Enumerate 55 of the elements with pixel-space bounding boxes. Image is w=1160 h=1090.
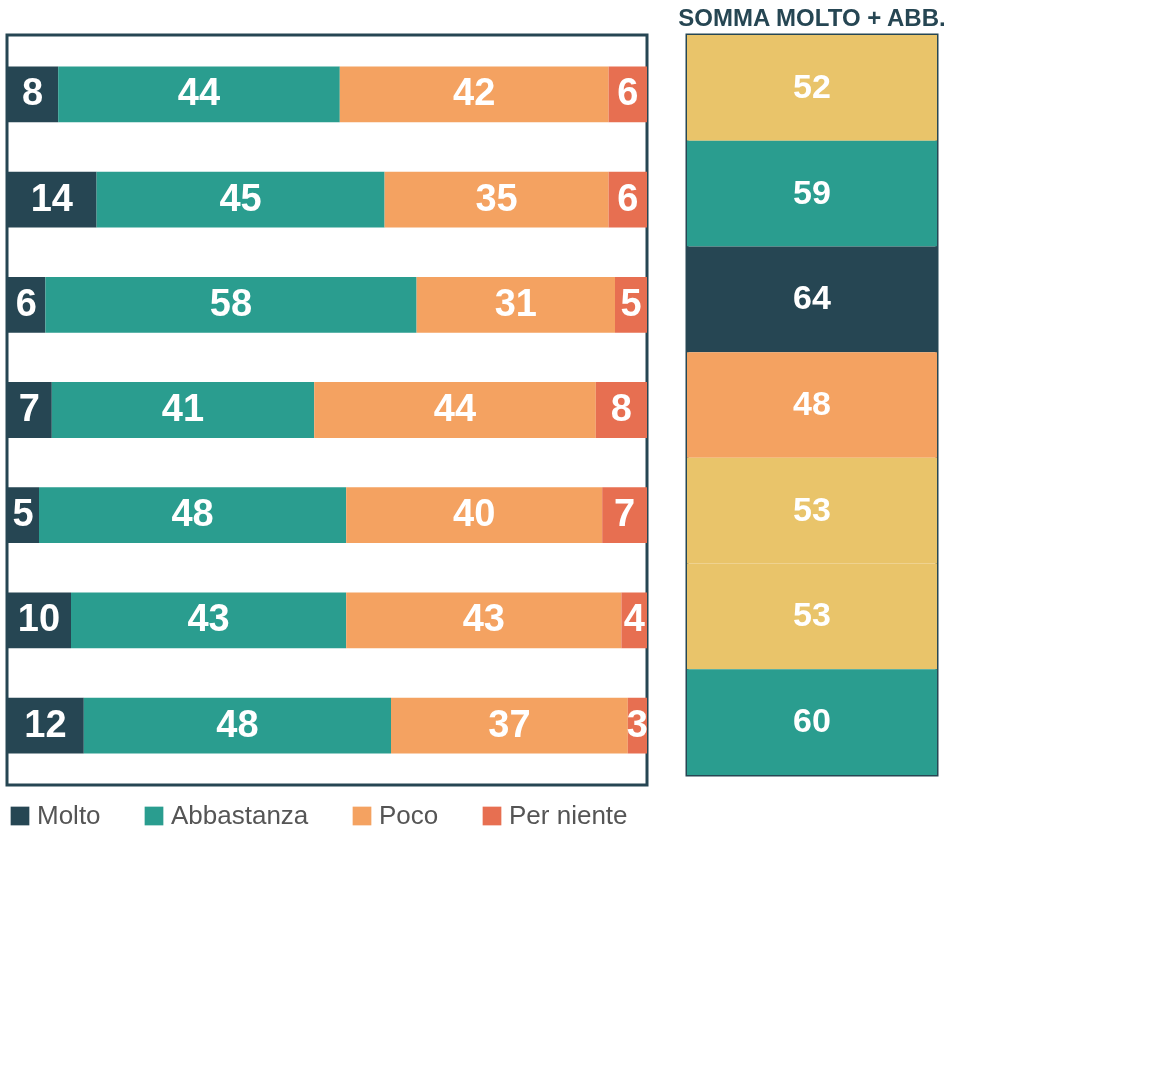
data-label: 5: [620, 281, 642, 324]
legend-label: Per niente: [509, 800, 628, 830]
data-label: 31: [494, 281, 537, 324]
data-label: 58: [209, 281, 253, 324]
text: SOMMA MOLTO + ABB.: [678, 4, 946, 31]
bar: [51, 382, 315, 438]
bar: [346, 487, 603, 544]
data-label: 40: [453, 492, 496, 535]
data-label: 12: [24, 702, 67, 745]
bar: [83, 697, 391, 754]
data-label: 37: [488, 702, 531, 745]
bar: [58, 66, 340, 123]
bar: [96, 171, 385, 228]
data-label: 42: [453, 71, 496, 114]
data-label: 41: [161, 387, 205, 429]
data-label: 8: [22, 71, 44, 114]
bar: [416, 276, 615, 333]
data-label: 45: [219, 176, 262, 219]
bar: [314, 382, 596, 438]
data-label: 48: [216, 702, 259, 745]
bar: [45, 276, 417, 333]
bar: [39, 487, 347, 544]
text: 48: [793, 384, 831, 422]
bar: [602, 487, 647, 544]
legend-label: Molto: [37, 800, 101, 830]
data-label: 4: [623, 597, 645, 640]
data-label: 48: [171, 492, 214, 535]
bar: [346, 592, 622, 649]
data-label: 43: [462, 597, 505, 640]
data-label: 10: [17, 597, 61, 640]
data-label: 44: [177, 71, 221, 114]
data-label: 5: [12, 492, 34, 535]
legend-label: Abbastanza: [171, 800, 309, 830]
text: 53: [793, 489, 831, 528]
bar: [391, 697, 628, 754]
data-label: 7: [18, 387, 40, 429]
text: 53: [793, 595, 831, 634]
data-label: 7: [614, 492, 636, 535]
data-label: 43: [187, 597, 230, 640]
text: 60: [793, 701, 831, 740]
data-label: 44: [433, 387, 477, 429]
bar: [339, 66, 609, 123]
text: 59: [793, 172, 831, 211]
data-label: 3: [626, 702, 648, 745]
bar: [384, 171, 609, 228]
data-label: 6: [617, 176, 639, 219]
text: 52: [793, 66, 831, 105]
data-label: 8: [610, 387, 632, 429]
data-label: 35: [475, 176, 518, 219]
text: 64: [793, 278, 831, 317]
data-label: 14: [30, 176, 73, 219]
bar: [71, 592, 347, 649]
legend-label: Poco: [379, 800, 439, 830]
data-label: 6: [15, 281, 37, 324]
data-label: 6: [617, 71, 639, 114]
